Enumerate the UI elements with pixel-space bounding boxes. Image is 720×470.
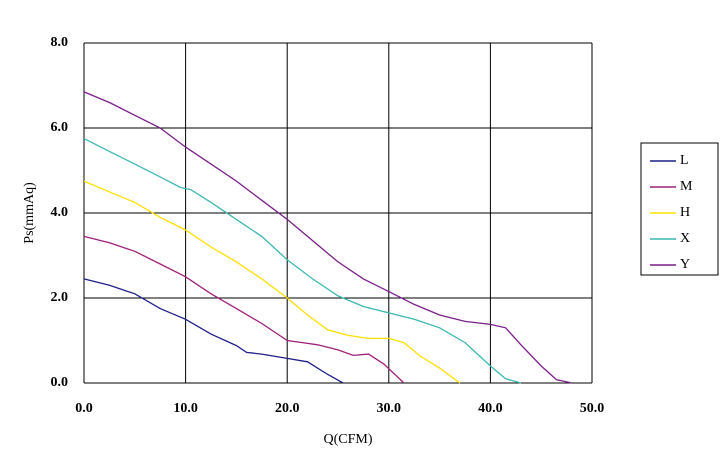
y-tick-label: 0.0 (51, 375, 69, 390)
legend-label: M (680, 179, 693, 194)
y-tick-label: 2.0 (51, 290, 69, 305)
x-axis-label: Q(CFM) (323, 432, 372, 447)
x-tick-label: 0.0 (75, 401, 93, 416)
x-tick-label: 40.0 (478, 401, 503, 416)
series-line (83, 91, 572, 384)
y-tick-label: 6.0 (51, 120, 69, 135)
x-tick-label: 30.0 (377, 401, 402, 416)
y-tick-label: 4.0 (51, 205, 69, 220)
y-axis-label: Ps(mmAq) (22, 182, 37, 244)
y-tick-label: 8.0 (51, 35, 69, 50)
x-tick-label: 20.0 (275, 401, 300, 416)
legend-label: H (680, 205, 690, 220)
x-tick-label: 10.0 (173, 401, 198, 416)
series-line (83, 278, 344, 384)
legend-label: Y (680, 257, 690, 272)
series-line (83, 138, 522, 384)
legend-label: X (680, 231, 690, 246)
legend-label: L (680, 153, 689, 168)
series-line (83, 235, 405, 384)
series-line (83, 180, 461, 384)
x-tick-label: 50.0 (580, 401, 605, 416)
legend-box (640, 142, 719, 276)
